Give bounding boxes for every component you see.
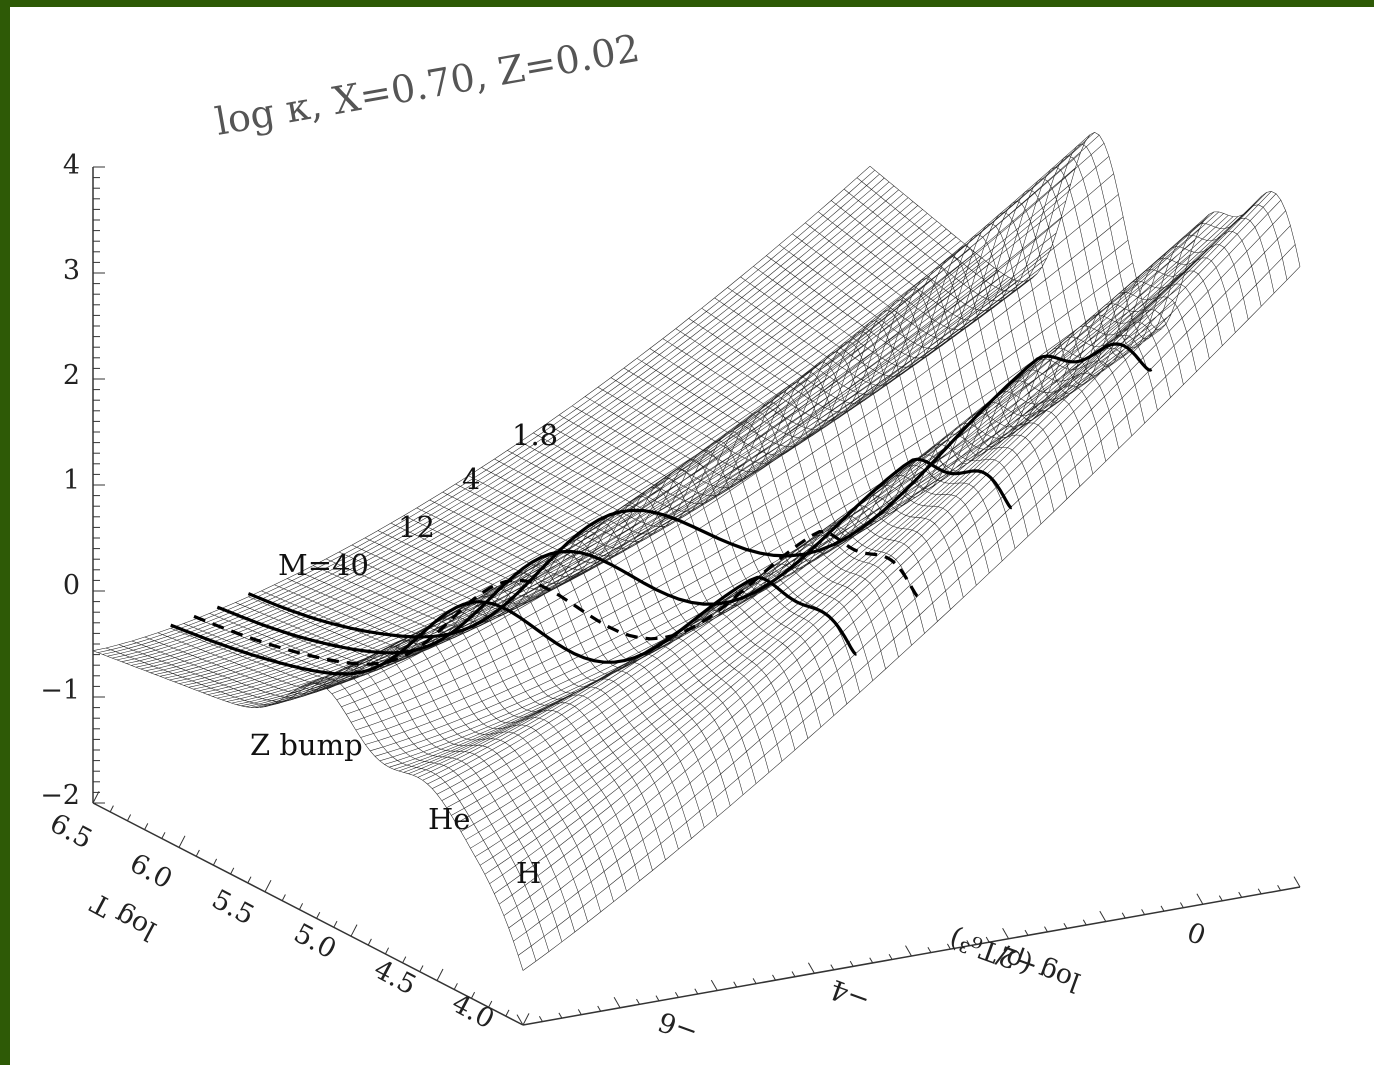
he-bump-label: He [428, 802, 470, 836]
plot-frame: 4 3 2 1 0 −1 −2 6.5 6.0 5.5 5.0 4.5 4.0 … [10, 7, 1374, 1065]
track-label-40: M=40 [278, 548, 369, 582]
logT-tick-label: 6.5 [45, 808, 97, 856]
z-bump-label: Z bump [250, 728, 363, 762]
z-tick-label: 3 [63, 255, 80, 286]
logrho-tick-label: −4 [826, 973, 874, 1016]
surface-mesh-lines-temperature [92, 132, 1301, 971]
z-tick-label: −2 [40, 780, 80, 811]
z-tick-label: −1 [40, 675, 80, 706]
track-line-40 [170, 575, 857, 676]
track-label-4: 4 [462, 462, 480, 496]
track-line-1-8 [247, 342, 1153, 639]
logT-tick-label: 4.5 [369, 954, 421, 1002]
z-tick-label: 0 [63, 570, 80, 601]
surface-mesh-lines-rho [92, 131, 1301, 971]
h-bump-label: H [516, 856, 541, 890]
stellar-tracks [170, 342, 1153, 676]
track-line-12 [193, 529, 919, 666]
track-label-12: 12 [398, 510, 435, 544]
z-axis: 4 3 2 1 0 −1 −2 [40, 150, 105, 811]
logrho-axis-label: log (ρ/T₆³) [946, 922, 1085, 998]
logrho-tick-label: −6 [654, 1005, 702, 1048]
logT-tick-label: 5.5 [207, 884, 259, 932]
z-tick-label: 4 [63, 150, 80, 181]
logT-tick-label: 5.0 [289, 918, 341, 966]
chart-title: log κ, X=0.70, Z=0.02 [212, 26, 643, 144]
track-label-1-8: 1.8 [512, 418, 558, 452]
logT-tick-label: 6.0 [125, 848, 177, 896]
surface-mesh [92, 131, 1301, 971]
logrho-axis: −6 −4 −2 0 log (ρ/T₆³) [516, 876, 1301, 1048]
logT-tick-label: 4.0 [447, 988, 499, 1036]
logrho-tick-label: 0 [1184, 915, 1211, 950]
logT-axis-label: log T [86, 887, 161, 947]
track-line-4 [216, 457, 1013, 655]
z-tick-label: 1 [63, 465, 80, 496]
opacity-surface-chart: 4 3 2 1 0 −1 −2 6.5 6.0 5.5 5.0 4.5 4.0 … [40, 26, 1301, 1048]
z-tick-label: 2 [63, 360, 80, 391]
